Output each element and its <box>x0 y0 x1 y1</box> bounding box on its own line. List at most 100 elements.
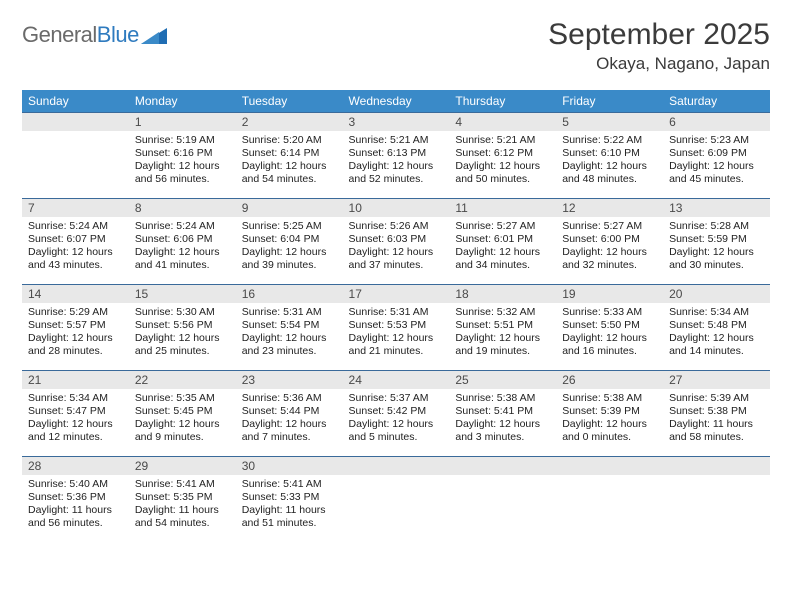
day-body: Sunrise: 5:21 AMSunset: 6:13 PMDaylight:… <box>343 131 450 191</box>
day-dl2: and 56 minutes. <box>135 173 230 186</box>
day-dl1: Daylight: 12 hours <box>242 160 337 173</box>
day-dl2: and 23 minutes. <box>242 345 337 358</box>
day-dl2: and 51 minutes. <box>242 517 337 530</box>
day-body: Sunrise: 5:41 AMSunset: 5:35 PMDaylight:… <box>129 475 236 535</box>
day-number: 8 <box>135 201 230 215</box>
day-body: Sunrise: 5:27 AMSunset: 6:00 PMDaylight:… <box>556 217 663 277</box>
day-dl2: and 19 minutes. <box>455 345 550 358</box>
day-sunset: Sunset: 5:35 PM <box>135 491 230 504</box>
day-cell: 12Sunrise: 5:27 AMSunset: 6:00 PMDayligh… <box>556 199 663 285</box>
day-sunset: Sunset: 5:51 PM <box>455 319 550 332</box>
day-dl2: and 34 minutes. <box>455 259 550 272</box>
daynum-wrap: 23 <box>236 371 343 389</box>
daynum-wrap: 18 <box>449 285 556 303</box>
calendar-table: Sunday Monday Tuesday Wednesday Thursday… <box>22 90 770 543</box>
day-dl2: and 41 minutes. <box>135 259 230 272</box>
day-body: Sunrise: 5:24 AMSunset: 6:06 PMDaylight:… <box>129 217 236 277</box>
day-dl1: Daylight: 11 hours <box>242 504 337 517</box>
day-number: 9 <box>242 201 337 215</box>
day-sunrise: Sunrise: 5:19 AM <box>135 134 230 147</box>
daynum-wrap: 5 <box>556 113 663 131</box>
day-sunrise: Sunrise: 5:29 AM <box>28 306 123 319</box>
week-row: 1Sunrise: 5:19 AMSunset: 6:16 PMDaylight… <box>22 113 770 199</box>
day-sunset: Sunset: 5:50 PM <box>562 319 657 332</box>
day-cell: 1 Sunrise: 5:19 AMSunset: 6:16 PMDaylight… <box>129 113 236 199</box>
day-sunrise: Sunrise: 5:28 AM <box>669 220 764 233</box>
daynum-wrap <box>449 457 556 475</box>
day-number: 11 <box>455 201 550 215</box>
day-dl2: and 14 minutes. <box>669 345 764 358</box>
day-sunrise: Sunrise: 5:39 AM <box>669 392 764 405</box>
day-dl1: Daylight: 12 hours <box>242 332 337 345</box>
day-sunrise: Sunrise: 5:25 AM <box>242 220 337 233</box>
day-sunset: Sunset: 5:38 PM <box>669 405 764 418</box>
logo-right: Blue <box>97 22 139 47</box>
week-row: 14Sunrise: 5:29 AMSunset: 5:57 PMDayligh… <box>22 285 770 371</box>
day-cell: 13Sunrise: 5:28 AMSunset: 5:59 PMDayligh… <box>663 199 770 285</box>
header: GeneralBlue September 2025 Okaya, Nagano… <box>22 18 770 74</box>
dayhead-sun: Sunday <box>22 90 129 113</box>
day-body: Sunrise: 5:30 AMSunset: 5:56 PMDaylight:… <box>129 303 236 363</box>
day-number: 22 <box>135 373 230 387</box>
day-body: Sunrise: 5:23 AMSunset: 6:09 PMDaylight:… <box>663 131 770 191</box>
title-block: September 2025 Okaya, Nagano, Japan <box>548 18 770 74</box>
day-number: 17 <box>349 287 444 301</box>
day-dl2: and 25 minutes. <box>135 345 230 358</box>
day-sunrise: Sunrise: 5:32 AM <box>455 306 550 319</box>
daynum-wrap: 19 <box>556 285 663 303</box>
day-dl2: and 54 minutes. <box>242 173 337 186</box>
day-number: 23 <box>242 373 337 387</box>
day-dl2: and 56 minutes. <box>28 517 123 530</box>
day-cell <box>556 457 663 543</box>
day-cell <box>22 113 129 199</box>
day-cell: 6Sunrise: 5:23 AMSunset: 6:09 PMDaylight… <box>663 113 770 199</box>
day-cell: 2Sunrise: 5:20 AMSunset: 6:14 PMDaylight… <box>236 113 343 199</box>
day-number: 28 <box>28 459 123 473</box>
calendar-body: 1Sunrise: 5:19 AMSunset: 6:16 PMDaylight… <box>22 113 770 543</box>
day-body: Sunrise: 5:38 AMSunset: 5:39 PMDaylight:… <box>556 389 663 449</box>
day-number: 19 <box>562 287 657 301</box>
day-cell: 26Sunrise: 5:38 AMSunset: 5:39 PMDayligh… <box>556 371 663 457</box>
day-cell <box>343 457 450 543</box>
day-dl2: and 37 minutes. <box>349 259 444 272</box>
day-body: Sunrise: 5:19 AMSunset: 6:16 PMDaylight:… <box>129 131 236 191</box>
day-cell: 5Sunrise: 5:22 AMSunset: 6:10 PMDaylight… <box>556 113 663 199</box>
day-number: 14 <box>28 287 123 301</box>
location: Okaya, Nagano, Japan <box>548 54 770 74</box>
daynum-wrap: 22 <box>129 371 236 389</box>
day-number: 29 <box>135 459 230 473</box>
day-sunset: Sunset: 5:47 PM <box>28 405 123 418</box>
day-dl1: Daylight: 12 hours <box>28 246 123 259</box>
day-cell: 15Sunrise: 5:30 AMSunset: 5:56 PMDayligh… <box>129 285 236 371</box>
day-dl1: Daylight: 12 hours <box>135 160 230 173</box>
day-sunset: Sunset: 6:07 PM <box>28 233 123 246</box>
day-cell: 14Sunrise: 5:29 AMSunset: 5:57 PMDayligh… <box>22 285 129 371</box>
day-sunrise: Sunrise: 5:34 AM <box>669 306 764 319</box>
day-dl2: and 50 minutes. <box>455 173 550 186</box>
day-dl2: and 54 minutes. <box>135 517 230 530</box>
day-body: Sunrise: 5:25 AMSunset: 6:04 PMDaylight:… <box>236 217 343 277</box>
day-sunset: Sunset: 5:42 PM <box>349 405 444 418</box>
day-sunset: Sunset: 6:06 PM <box>135 233 230 246</box>
day-sunset: Sunset: 6:12 PM <box>455 147 550 160</box>
day-number: 25 <box>455 373 550 387</box>
day-number: 21 <box>28 373 123 387</box>
day-dl2: and 48 minutes. <box>562 173 657 186</box>
day-number: 1 <box>135 115 230 129</box>
day-sunrise: Sunrise: 5:36 AM <box>242 392 337 405</box>
day-number: 16 <box>242 287 337 301</box>
day-sunrise: Sunrise: 5:38 AM <box>562 392 657 405</box>
day-sunset: Sunset: 6:16 PM <box>135 147 230 160</box>
day-dl2: and 5 minutes. <box>349 431 444 444</box>
day-cell: 8 Sunrise: 5:24 AMSunset: 6:06 PMDaylight… <box>129 199 236 285</box>
day-sunset: Sunset: 6:09 PM <box>669 147 764 160</box>
day-cell: 4Sunrise: 5:21 AMSunset: 6:12 PMDaylight… <box>449 113 556 199</box>
daynum-wrap: 4 <box>449 113 556 131</box>
day-sunset: Sunset: 5:39 PM <box>562 405 657 418</box>
daynum-wrap <box>22 113 129 131</box>
day-body: Sunrise: 5:37 AMSunset: 5:42 PMDaylight:… <box>343 389 450 449</box>
day-sunrise: Sunrise: 5:34 AM <box>28 392 123 405</box>
day-number: 3 <box>349 115 444 129</box>
day-sunset: Sunset: 5:59 PM <box>669 233 764 246</box>
day-cell: 19Sunrise: 5:33 AMSunset: 5:50 PMDayligh… <box>556 285 663 371</box>
